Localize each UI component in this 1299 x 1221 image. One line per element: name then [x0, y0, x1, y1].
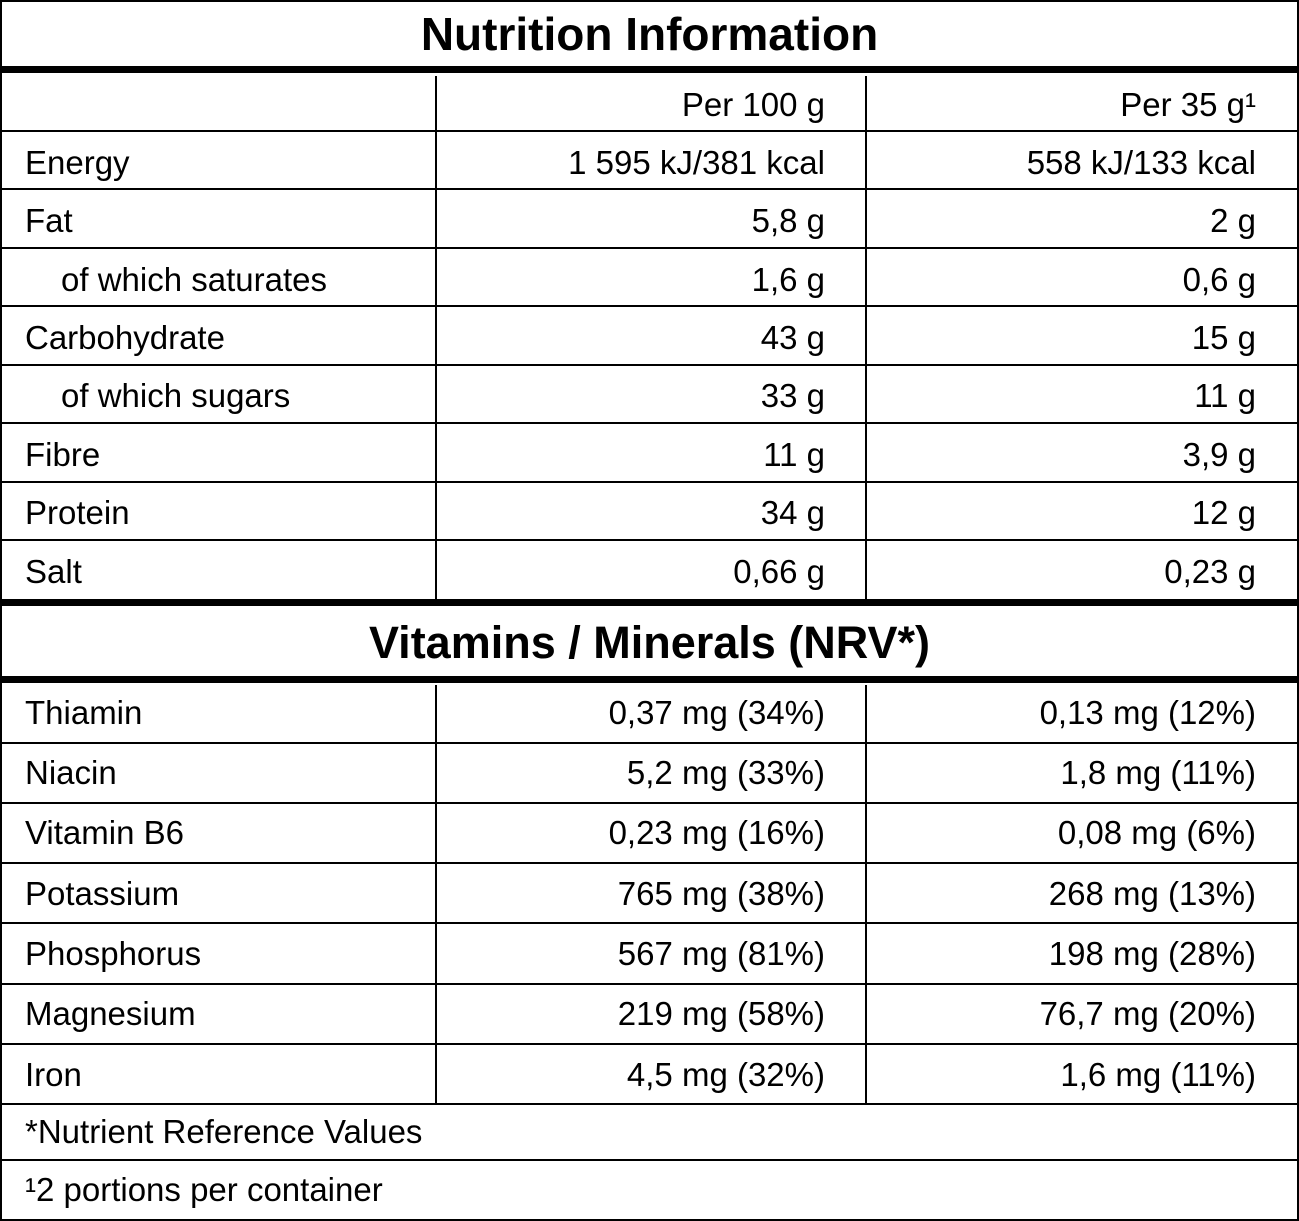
nutrient-per-portion: 12 g: [1191, 494, 1256, 531]
header-per-portion: Per 35 g¹: [1120, 86, 1256, 123]
nutrient-per-portion: 0,23 g: [1164, 553, 1256, 590]
row-divider: [2, 1043, 1297, 1045]
column-divider: [865, 76, 867, 604]
nutrient-per-portion: 558 kJ/133 kcal: [1026, 144, 1256, 181]
nutrient-name: Fibre: [25, 436, 101, 473]
vitamin-name: Niacin: [25, 754, 117, 791]
nutrient-per-100: 33 g: [760, 377, 825, 414]
vitamin-name: Vitamin B6: [25, 814, 184, 851]
vitamin-per-100: 5,2 mg (33%): [626, 754, 825, 791]
row-divider: [2, 422, 1297, 424]
vitamin-name: Phosphorus: [25, 935, 202, 972]
nutrient-name: Fat: [25, 202, 73, 239]
vitamins-title: Vitamins / Minerals (NRV*): [368, 617, 930, 668]
section-divider: [2, 599, 1297, 606]
nutrient-name: Salt: [25, 553, 82, 590]
vitamin-per-portion: 76,7 mg (20%): [1039, 995, 1256, 1032]
nutrient-per-portion: 15 g: [1191, 319, 1256, 356]
nutrient-per-100: 11 g: [763, 436, 825, 473]
nutrient-per-100: 34 g: [760, 494, 825, 531]
vitamins-title-divider: [2, 676, 1297, 683]
nutrient-per-portion: 2 g: [1210, 202, 1256, 239]
vitamin-per-100: 4,5 mg (32%): [626, 1056, 825, 1093]
nutrient-per-portion: 11 g: [1194, 377, 1256, 414]
row-divider: [2, 922, 1297, 924]
row-divider: [2, 802, 1297, 804]
nutrient-per-100: 1 595 kJ/381 kcal: [568, 144, 825, 181]
vitamin-per-100: 0,37 mg (34%): [608, 694, 825, 731]
row-divider: [2, 188, 1297, 190]
column-divider: [435, 76, 437, 604]
vitamin-per-portion: 198 mg (28%): [1048, 935, 1256, 972]
vitamin-per-100: 219 mg (58%): [617, 995, 825, 1032]
vitamin-name: Magnesium: [25, 995, 196, 1032]
vitamin-per-100: 0,23 mg (16%): [608, 814, 825, 851]
vitamin-name: Potassium: [25, 875, 180, 912]
vitamin-per-portion: 1,6 mg (11%): [1060, 1056, 1256, 1093]
row-divider: [2, 862, 1297, 864]
column-divider: [435, 685, 437, 1105]
vitamin-per-100: 567 mg (81%): [617, 935, 825, 972]
nutrient-per-portion: 0,6 g: [1182, 261, 1256, 298]
nutrient-name: of which saturates: [61, 261, 327, 298]
nutrient-name: Protein: [25, 494, 130, 531]
row-divider: [2, 742, 1297, 744]
row-divider: [2, 364, 1297, 366]
row-divider: [2, 481, 1297, 483]
vitamin-per-portion: 1,8 mg (11%): [1060, 754, 1256, 791]
nutrient-per-100: 43 g: [760, 319, 825, 356]
vitamin-per-portion: 268 mg (13%): [1048, 875, 1256, 912]
nutrient-per-100: 0,66 g: [733, 553, 825, 590]
nutrient-per-portion: 3,9 g: [1182, 436, 1256, 473]
vitamin-per-portion: 0,13 mg (12%): [1039, 694, 1256, 731]
row-divider: [2, 247, 1297, 249]
nutrient-name: Energy: [25, 144, 130, 181]
vitamin-name: Thiamin: [25, 694, 143, 731]
row-divider: [2, 305, 1297, 307]
header-per-100: Per 100 g: [681, 86, 825, 123]
nutrient-name: of which sugars: [61, 377, 291, 414]
nutrient-per-100: 1,6 g: [751, 261, 825, 298]
nutrient-per-100: 5,8 g: [751, 202, 825, 239]
row-divider: [2, 130, 1297, 132]
nutrient-name: Carbohydrate: [25, 319, 225, 356]
footnote-portions: ¹2 portions per container: [25, 1171, 383, 1208]
title-divider: [2, 66, 1297, 73]
nutrition-title: Nutrition Information: [420, 8, 879, 60]
column-divider: [865, 685, 867, 1105]
vitamin-name: Iron: [25, 1056, 82, 1093]
vitamin-per-portion: 0,08 mg (6%): [1057, 814, 1256, 851]
row-divider: [2, 1103, 1297, 1105]
footnote-nrv: *Nutrient Reference Values: [25, 1113, 423, 1150]
row-divider: [2, 983, 1297, 985]
row-divider: [2, 539, 1297, 541]
row-divider: [2, 1159, 1297, 1161]
vitamin-per-100: 765 mg (38%): [617, 875, 825, 912]
